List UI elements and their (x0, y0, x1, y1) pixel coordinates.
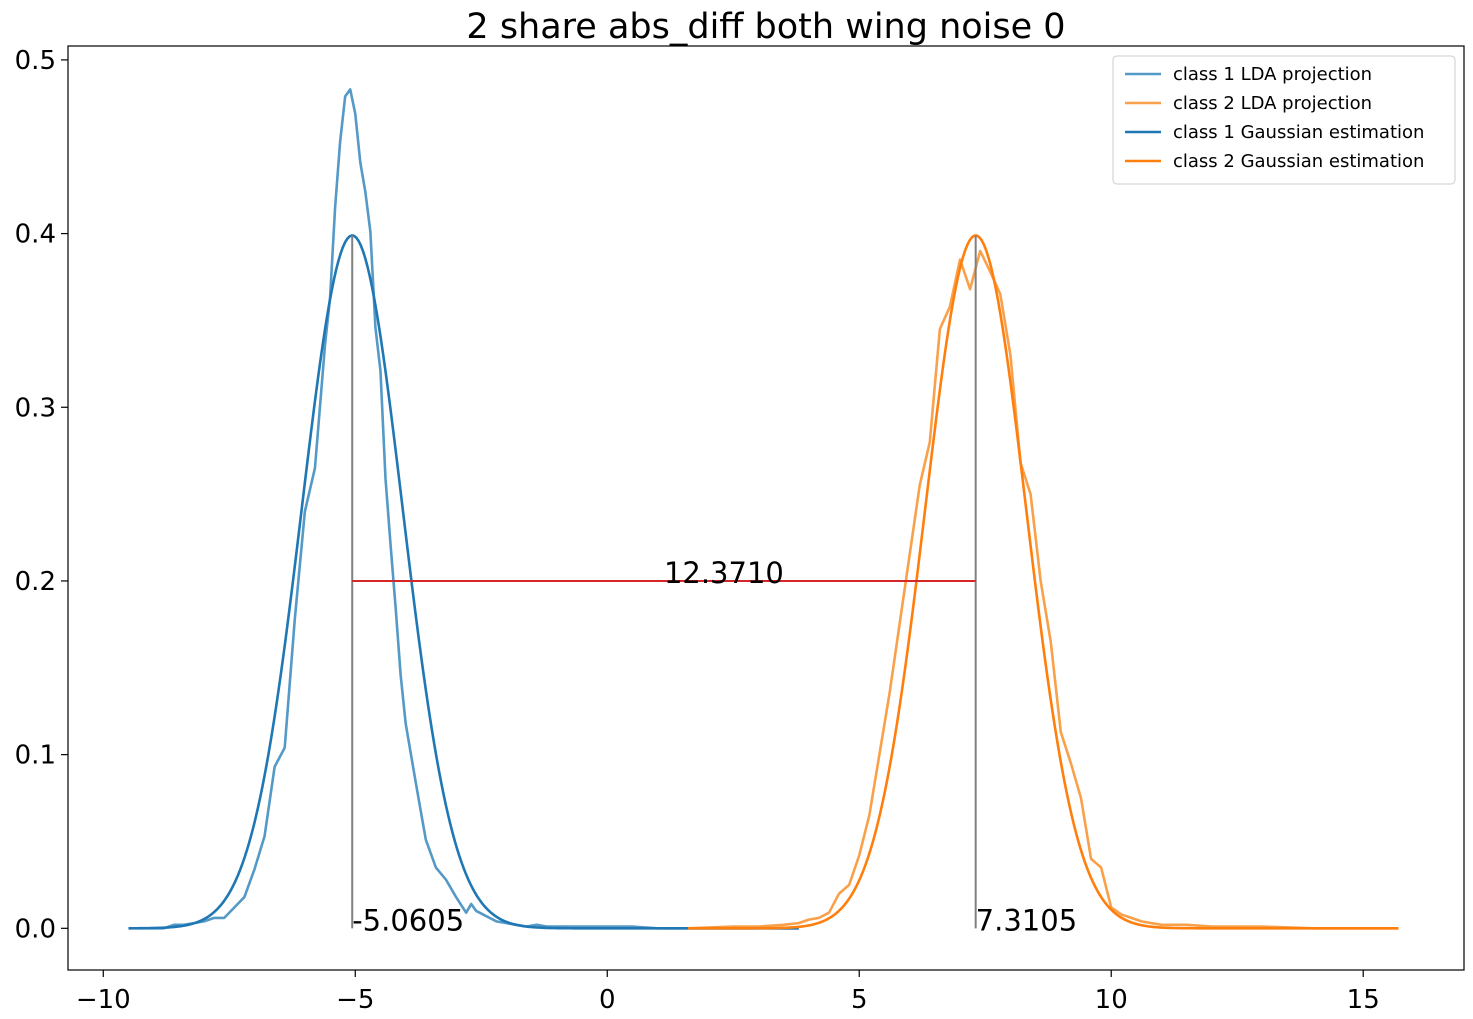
legend-entry: class 2 LDA projection (1173, 93, 1372, 114)
y-axis: 0.0 0.1 0.2 0.3 0.4 0.5 (15, 46, 68, 944)
annotation-label-6: 12.3710 (664, 556, 784, 590)
x-tick-label: −5 (336, 985, 374, 1015)
x-tick-label: −10 (76, 985, 131, 1015)
legend-entry: class 2 Gaussian estimation (1173, 151, 1424, 172)
series-line-1 (128, 88, 799, 930)
legend-entry: class 1 Gaussian estimation (1173, 122, 1424, 143)
plot-frame (67, 45, 1465, 971)
x-tick-label: 0 (599, 985, 616, 1015)
y-tick-label: 0.4 (15, 220, 56, 250)
x-axis: −10 −5 0 5 10 15 (76, 970, 1380, 1015)
x-tick-label: 15 (1347, 985, 1380, 1015)
legend-entry: class 1 LDA projection (1173, 64, 1372, 85)
y-tick-label: 0.1 (15, 741, 56, 771)
y-tick-label: 0.5 (15, 46, 56, 76)
y-tick-label: 0.3 (15, 393, 56, 423)
annotation-label-4: -5.0605 (352, 903, 464, 937)
series-line-2 (687, 249, 1399, 930)
legend: class 1 LDA projection class 2 LDA projec… (1112, 55, 1456, 185)
series-line-4 (687, 234, 1399, 930)
chart-title: 2 share abs_diff both wing noise 0 (466, 7, 1065, 47)
x-tick-label: 10 (1095, 985, 1128, 1015)
series-line-3 (128, 234, 799, 930)
y-tick-label: 0.2 (15, 567, 56, 597)
annotation-label-5: 7.3105 (976, 903, 1077, 937)
legend-box (1112, 55, 1456, 185)
y-tick-label: 0.0 (15, 914, 56, 944)
x-tick-label: 5 (851, 985, 868, 1015)
